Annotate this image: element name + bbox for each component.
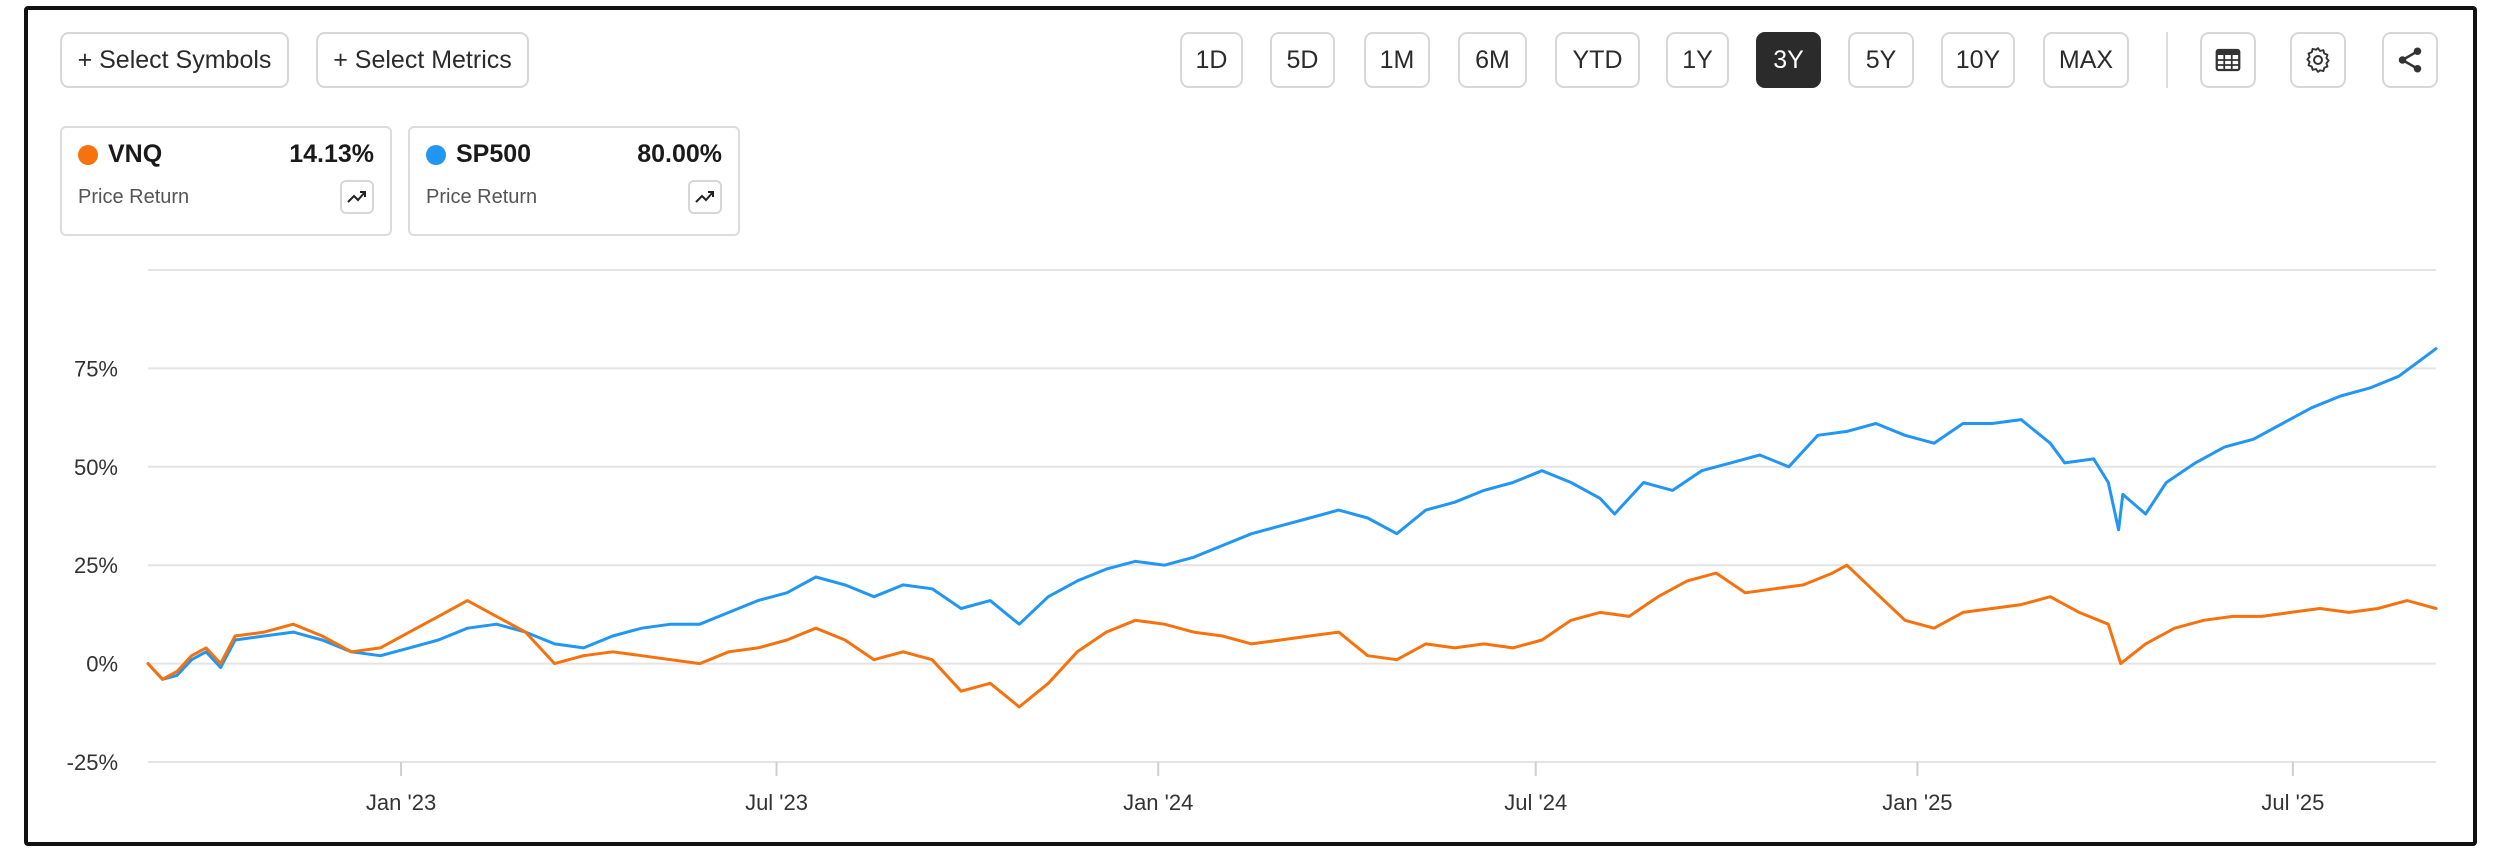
- legend-card-sp500[interactable]: SP500 80.00% Price Return: [408, 126, 740, 236]
- range-3y-button[interactable]: 3Y: [1756, 32, 1821, 88]
- range-5d-button[interactable]: 5D: [1270, 32, 1335, 88]
- x-tick-label: Jan '25: [1882, 790, 1952, 815]
- select-metrics-button[interactable]: + Select Metrics: [316, 32, 529, 88]
- series-color-dot: [426, 145, 446, 165]
- trending-up-icon: [695, 191, 714, 203]
- select-symbols-button[interactable]: + Select Symbols: [60, 32, 289, 88]
- toolbar-divider: [2166, 32, 2168, 88]
- range-1m-button[interactable]: 1M: [1364, 32, 1430, 88]
- range-5y-button[interactable]: 5Y: [1848, 32, 1914, 88]
- return-value: 14.13%: [289, 140, 374, 168]
- metric-label: Price Return: [426, 186, 538, 208]
- trending-up-icon: [347, 191, 366, 203]
- x-tick-label: Jan '24: [1123, 790, 1193, 815]
- symbol-label: SP500: [456, 140, 532, 168]
- metric-label: Price Return: [78, 186, 190, 208]
- symbol-label: VNQ: [108, 140, 163, 168]
- x-tick-label: Jul '25: [2261, 790, 2324, 815]
- series-line-vnq: [146, 563, 2438, 709]
- range-1d-button[interactable]: 1D: [1180, 32, 1243, 88]
- range-max-button[interactable]: MAX: [2043, 32, 2129, 88]
- series-line-sp500: [146, 347, 2438, 681]
- y-tick-label: 50%: [74, 455, 118, 480]
- settings-button[interactable]: [2290, 32, 2346, 88]
- range-ytd-button[interactable]: YTD: [1555, 32, 1640, 88]
- legend-card-vnq[interactable]: VNQ 14.13% Price Return: [60, 126, 392, 236]
- y-tick-label: 25%: [74, 553, 118, 578]
- share-icon: [2398, 47, 2422, 73]
- trend-chart-button[interactable]: [688, 180, 722, 214]
- y-tick-label: 75%: [74, 356, 118, 381]
- gear-icon: [2306, 47, 2330, 73]
- range-10y-button[interactable]: 10Y: [1941, 32, 2015, 88]
- y-tick-label: 0%: [86, 652, 118, 677]
- range-1y-button[interactable]: 1Y: [1666, 32, 1729, 88]
- table-view-button[interactable]: [2200, 32, 2256, 88]
- x-tick-label: Jul '24: [1504, 790, 1567, 815]
- series-color-dot: [78, 145, 98, 165]
- return-value: 80.00%: [637, 140, 722, 168]
- range-6m-button[interactable]: 6M: [1458, 32, 1527, 88]
- y-tick-label: -25%: [67, 750, 118, 775]
- x-tick-label: Jan '23: [366, 790, 436, 815]
- share-button[interactable]: [2382, 32, 2438, 88]
- table-icon: [2215, 48, 2241, 72]
- trend-chart-button[interactable]: [340, 180, 374, 214]
- x-tick-label: Jul '23: [745, 790, 808, 815]
